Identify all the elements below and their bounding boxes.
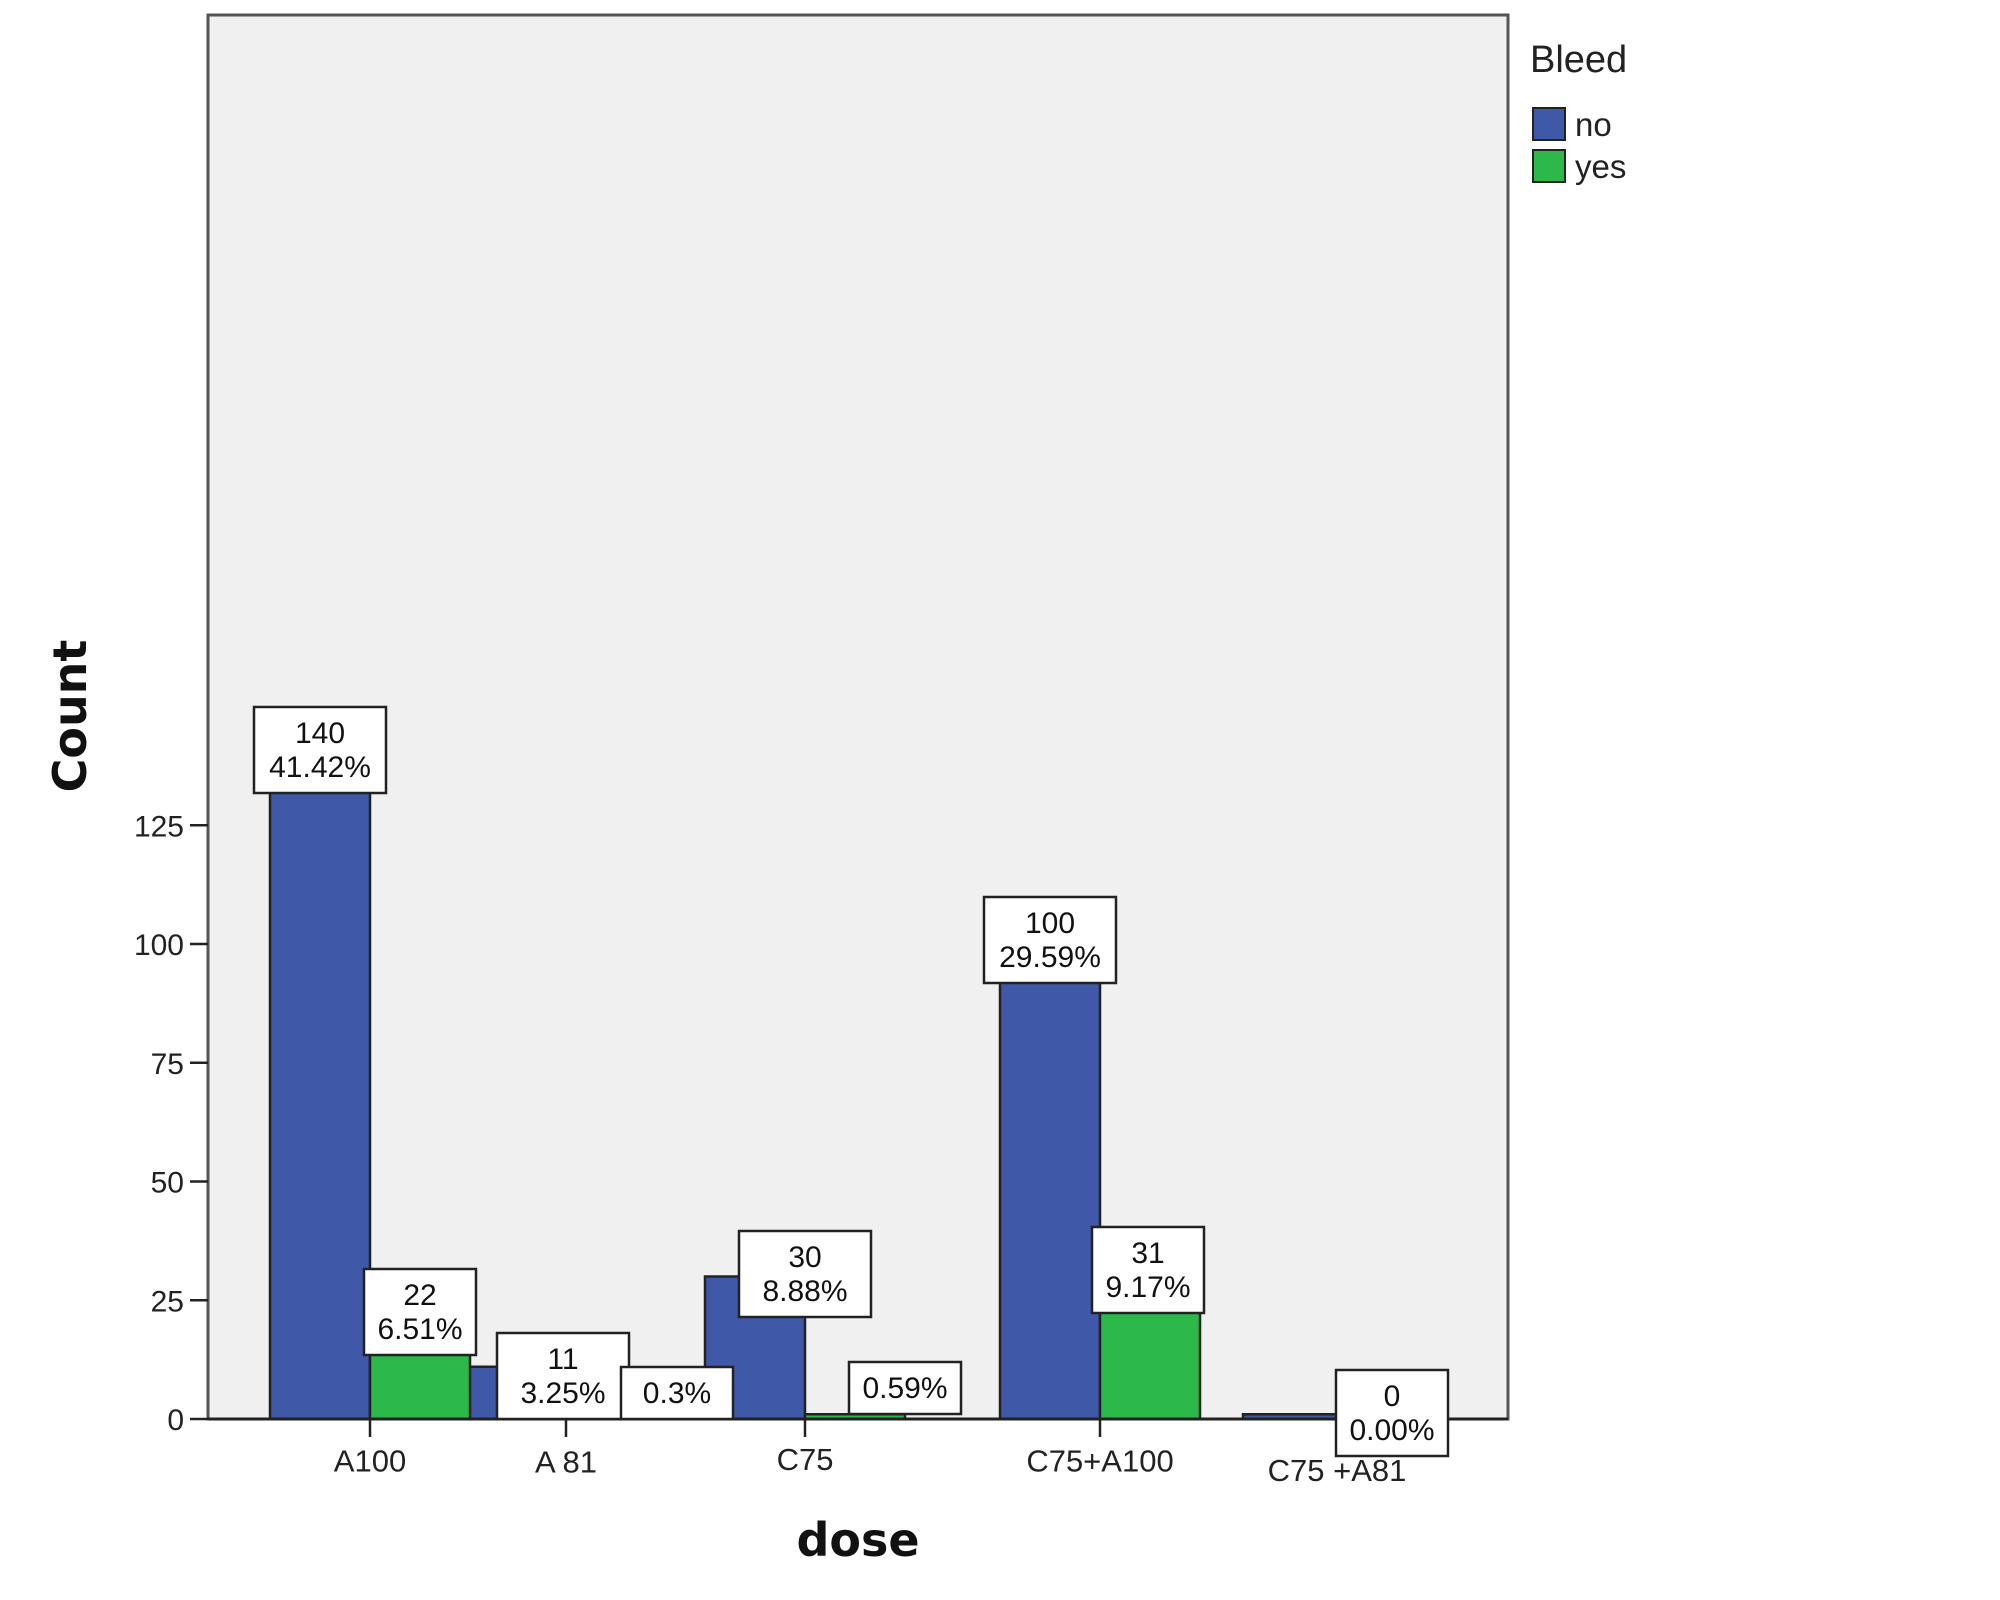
- legend-swatch-yes: [1532, 149, 1566, 183]
- bar-no-0: [268, 752, 372, 1421]
- data-label-text: 3.25%: [520, 1377, 605, 1410]
- y-tick-label: 25: [151, 1285, 184, 1318]
- x-category-label: C75 +A81: [1268, 1453, 1407, 1488]
- bar-no-3: [998, 942, 1102, 1421]
- data-label-text: 0.3%: [643, 1377, 711, 1410]
- data-label-box: [619, 1365, 735, 1421]
- data-label-text: 100: [1025, 907, 1075, 940]
- data-label-box: [982, 895, 1118, 985]
- data-label-no-1: 113.25%: [495, 1331, 631, 1421]
- data-label-yes-1: 0.3%: [619, 1365, 735, 1421]
- data-label-text: 31: [1131, 1237, 1164, 1270]
- data-label-text: 30: [788, 1241, 821, 1274]
- data-label-text: 0: [1384, 1380, 1401, 1413]
- y-axis-title: Count: [43, 640, 97, 793]
- data-label-yes-3: 319.17%: [1090, 1225, 1206, 1315]
- data-label-box: [1090, 1225, 1206, 1315]
- data-label-text: 0.59%: [862, 1372, 947, 1405]
- data-label-text: 6.51%: [377, 1313, 462, 1346]
- x-category-label: A100: [334, 1443, 406, 1478]
- data-label-text: 29.59%: [999, 941, 1101, 974]
- data-label-text: 8.88%: [762, 1275, 847, 1308]
- legend-swatch-no: [1532, 107, 1566, 141]
- data-label-text: 11: [547, 1343, 578, 1376]
- data-label-box: [1334, 1368, 1450, 1458]
- axes-group: 0 25 50 75 100 125 A100 A 81 C75 C75+A100 C75 +A81: [134, 810, 1508, 1488]
- x-axis-title: dose: [796, 1513, 919, 1567]
- data-label-text: 0.00%: [1349, 1414, 1434, 1447]
- data-label-box: [737, 1229, 873, 1319]
- y-tick-label: 100: [134, 929, 184, 962]
- data-label-yes-2: 0.59%: [847, 1360, 963, 1416]
- plot-area: [206, 13, 1510, 1421]
- data-label-yes-0: 226.51%: [362, 1267, 478, 1357]
- legend-label-no: no: [1575, 106, 1612, 143]
- y-tick-label: 125: [134, 810, 184, 843]
- x-category-label: C75: [777, 1442, 834, 1477]
- data-label-box: [847, 1360, 963, 1416]
- data-label-text: 140: [295, 717, 345, 750]
- data-label-text: 22: [403, 1279, 436, 1312]
- data-label-yes-4: 00.00%: [1334, 1368, 1450, 1458]
- data-label-box: [362, 1267, 478, 1357]
- legend: Bleed no yes: [1530, 39, 1627, 185]
- data-label-text: 41.42%: [269, 751, 371, 784]
- data-label-box: [495, 1331, 631, 1421]
- data-label-box: [252, 705, 388, 795]
- data-label-text: 9.17%: [1105, 1271, 1190, 1304]
- data-label-no-2: 308.88%: [737, 1229, 873, 1319]
- legend-title: Bleed: [1530, 39, 1627, 81]
- x-category-label: C75+A100: [1026, 1443, 1173, 1478]
- y-tick-label: 50: [151, 1167, 184, 1200]
- y-tick-label: 75: [151, 1048, 184, 1081]
- x-category-label: A 81: [535, 1445, 597, 1480]
- legend-label-yes: yes: [1575, 148, 1626, 185]
- y-tick-label: 0: [167, 1404, 184, 1437]
